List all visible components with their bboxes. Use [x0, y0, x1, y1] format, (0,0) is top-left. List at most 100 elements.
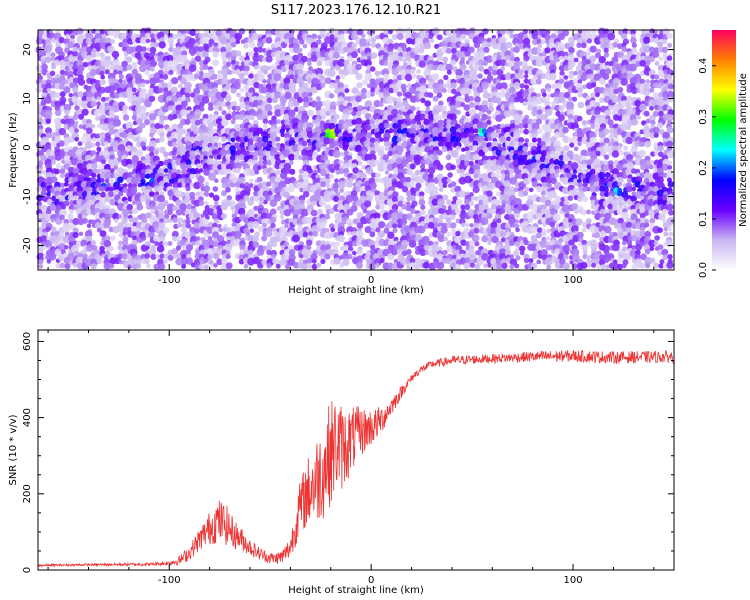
heatmap-cell — [481, 113, 489, 121]
heatmap-cell — [103, 221, 111, 229]
heatmap-cell — [145, 212, 152, 219]
heatmap-cell — [184, 87, 192, 95]
heatmap-cell — [95, 133, 101, 139]
heatmap-cell — [121, 239, 129, 247]
heatmap-cell — [163, 218, 169, 224]
heatmap-cell — [86, 223, 92, 228]
heatmap-cell — [59, 77, 67, 85]
heatmap-cell — [514, 213, 520, 219]
heatmap-cell — [99, 109, 106, 116]
heatmap-cell — [415, 169, 421, 176]
heatmap-cell — [77, 190, 84, 198]
heatmap-cell — [188, 64, 197, 72]
heatmap-cell — [86, 96, 93, 103]
heatmap-cell — [121, 209, 129, 217]
heatmap-cell — [149, 42, 156, 48]
heatmap-cell — [366, 42, 371, 47]
heatmap-cell — [72, 168, 80, 175]
heatmap-cell — [148, 231, 155, 239]
heatmap-cell — [41, 177, 46, 183]
heatmap-cell — [118, 82, 125, 89]
heatmap-cell — [239, 123, 246, 129]
heatmap-cell — [185, 186, 191, 192]
heatmap-cell — [325, 244, 332, 250]
heatmap-cell — [276, 119, 281, 124]
heatmap-cell — [267, 110, 273, 116]
heatmap-cell — [253, 65, 259, 70]
heatmap-cell — [71, 244, 79, 253]
heatmap-cell — [468, 101, 476, 108]
heatmap-cell — [587, 262, 592, 268]
heatmap-cell — [554, 173, 560, 179]
heatmap-cell — [577, 141, 582, 147]
heatmap-cell — [136, 118, 143, 125]
heatmap-cell — [598, 56, 606, 64]
heatmap-cell — [41, 186, 47, 192]
heatmap-cell — [460, 97, 466, 103]
heatmap-cell — [540, 38, 546, 45]
heatmap-cell — [158, 136, 165, 143]
heatmap-cell — [332, 51, 340, 59]
heatmap-cell — [379, 257, 385, 264]
heatmap-cell — [593, 231, 601, 239]
heatmap-cell — [357, 161, 363, 166]
heatmap-cell — [176, 70, 182, 75]
heatmap-cell — [131, 87, 137, 93]
heatmap-cell — [446, 199, 452, 206]
heatmap-cell — [370, 52, 378, 59]
heatmap-cell — [582, 182, 588, 188]
heatmap-cell — [225, 262, 233, 270]
heatmap-cell — [531, 149, 538, 156]
heatmap-cell — [369, 119, 376, 125]
heatmap-cell — [356, 248, 363, 255]
heatmap-cell — [180, 100, 188, 108]
heatmap-cell — [329, 173, 335, 180]
heatmap-cell — [127, 163, 133, 169]
heatmap-cell — [99, 65, 106, 73]
heatmap-cell — [432, 64, 438, 71]
heatmap-cell — [208, 47, 215, 53]
heatmap-cell — [230, 78, 237, 85]
heatmap-cell — [199, 71, 204, 76]
heatmap-cell — [387, 231, 395, 239]
heatmap-cell — [100, 141, 106, 147]
heatmap-cell — [224, 95, 232, 102]
heatmap-cell — [76, 27, 84, 35]
heatmap-cell — [104, 235, 111, 242]
heatmap-cell — [203, 64, 209, 70]
heatmap-cell — [238, 28, 246, 35]
heatmap-cell — [203, 60, 209, 66]
heatmap-cell — [180, 162, 188, 170]
heatmap-cell — [74, 105, 80, 111]
heatmap-cell — [104, 171, 112, 180]
heatmap-cell — [110, 39, 116, 44]
heatmap-cell — [81, 100, 89, 109]
heatmap-cell — [436, 164, 444, 171]
heatmap-cell — [460, 33, 467, 40]
heatmap-cell — [206, 158, 214, 166]
heatmap-cell — [181, 263, 187, 269]
heatmap-cell — [514, 263, 520, 269]
heatmap-cell — [140, 181, 146, 187]
heatmap-cell — [75, 256, 84, 265]
heatmap-cell — [225, 83, 232, 90]
heatmap-cell — [49, 70, 56, 77]
heatmap-cell — [221, 190, 227, 197]
heatmap-cell — [189, 173, 195, 180]
heatmap-cell — [316, 60, 323, 67]
heatmap-cell — [244, 100, 251, 106]
heatmap-cell — [108, 77, 115, 85]
heatmap-cell — [509, 264, 515, 270]
heatmap-cell — [36, 252, 45, 261]
heatmap-cell — [61, 204, 66, 210]
heatmap-cell — [50, 231, 56, 237]
heatmap-cell — [213, 252, 220, 260]
heatmap-cell — [576, 115, 583, 122]
heatmap-cell — [177, 217, 184, 224]
heatmap-cell — [55, 154, 62, 161]
heatmap-cell — [81, 135, 89, 144]
heatmap-cell — [132, 208, 139, 214]
heatmap-cell — [522, 101, 528, 107]
heatmap-cell — [315, 96, 321, 102]
heatmap-cell — [537, 43, 543, 49]
